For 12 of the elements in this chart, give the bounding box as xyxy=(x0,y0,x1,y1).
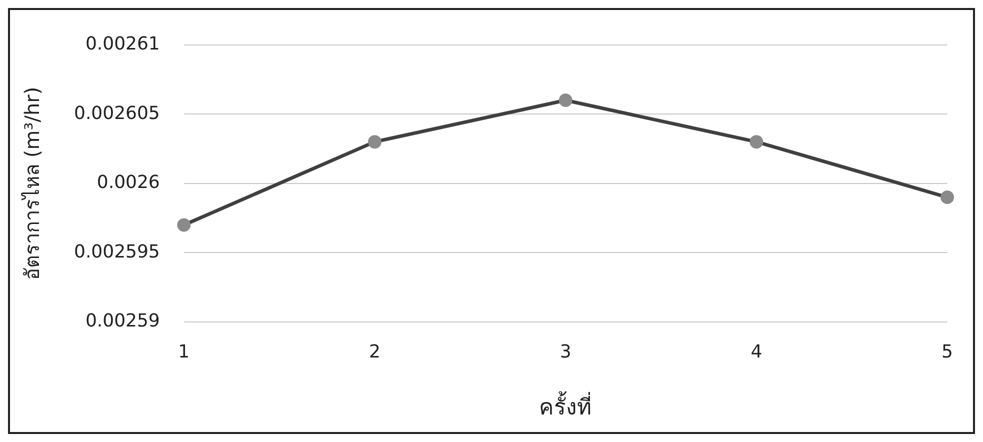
y-axis-title: อัตราการไหล (m³/hr) xyxy=(20,86,44,280)
x-tick-label: 3 xyxy=(560,341,572,362)
x-tick-label: 5 xyxy=(942,341,953,362)
y-tick-label: 0.0026 xyxy=(96,172,160,194)
x-tick-label: 1 xyxy=(178,341,190,362)
y-tick-label: 0.002595 xyxy=(74,241,160,262)
y-tick-label: 0.002605 xyxy=(74,102,160,124)
y-tick-label: 0.00259 xyxy=(85,310,160,332)
y-tick-label: 0.00261 xyxy=(85,33,160,54)
x-tick-label: 4 xyxy=(750,341,762,362)
x-axis-title: ครั้งที่ xyxy=(539,392,592,421)
x-tick-label: 2 xyxy=(369,341,380,362)
